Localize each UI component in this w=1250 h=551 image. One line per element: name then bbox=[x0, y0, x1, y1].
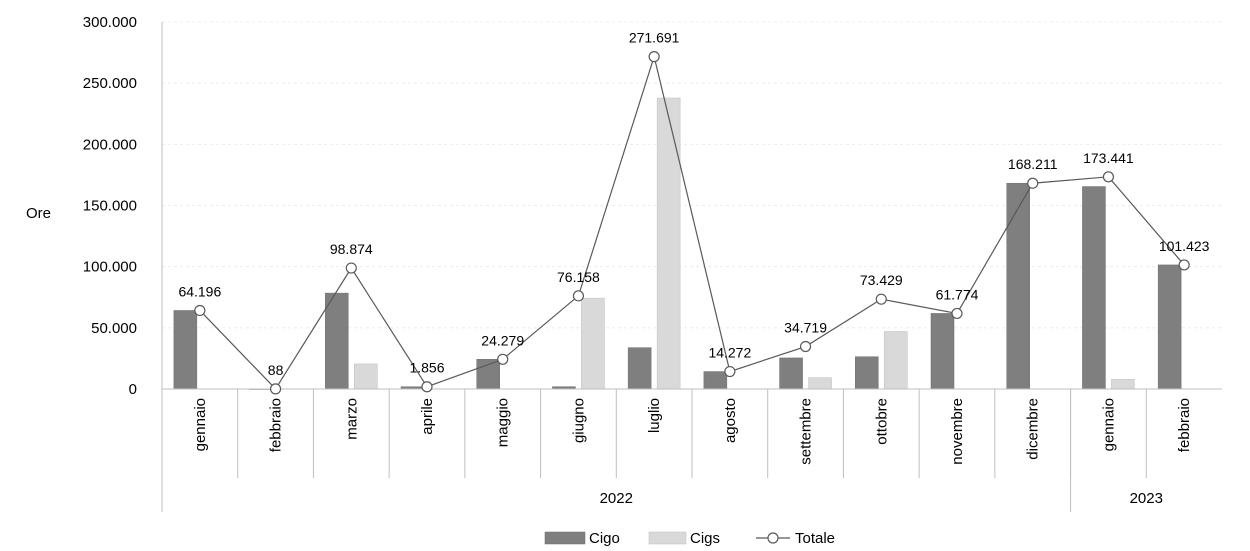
data-label: 24.279 bbox=[481, 332, 524, 348]
bar-cigo bbox=[1082, 186, 1106, 390]
totale-marker bbox=[1102, 171, 1115, 183]
x-category-label: aprile bbox=[419, 398, 436, 435]
data-label: 14.272 bbox=[708, 345, 751, 361]
bar-cigo bbox=[779, 357, 803, 390]
axis-layer: 0 50.000 100.000 150.000 200.000 250.000 300.0… bbox=[26, 14, 1222, 512]
bar-cigs bbox=[581, 297, 605, 390]
data-label: 101.423 bbox=[1159, 238, 1210, 254]
year-label: 2022 bbox=[600, 490, 633, 507]
totale-marker bbox=[345, 262, 357, 274]
data-label: 173.441 bbox=[1083, 150, 1134, 166]
y-axis-title: Ore bbox=[26, 205, 51, 222]
x-category-label: luglio bbox=[646, 398, 663, 433]
x-category-label: maggio bbox=[495, 398, 512, 447]
x-category-label: ottobre bbox=[873, 398, 890, 445]
x-category-label: agosto bbox=[722, 398, 739, 443]
totale-marker bbox=[572, 290, 585, 302]
totale-line bbox=[199, 54, 1185, 390]
bar-cigo bbox=[703, 371, 728, 390]
totale-marker bbox=[951, 307, 963, 320]
totale-marker bbox=[1027, 177, 1039, 189]
x-category-label: dicembre bbox=[1025, 398, 1042, 460]
y-tick-label: 100.000 bbox=[83, 259, 137, 276]
legend-label-cigs: Cigs bbox=[690, 530, 720, 547]
y-tick-label: 250.000 bbox=[83, 75, 137, 92]
bar-cigo bbox=[627, 347, 652, 390]
totale-marker bbox=[799, 340, 812, 353]
y-tick-label: 50.000 bbox=[91, 320, 137, 337]
year-label: 2023 bbox=[1130, 490, 1163, 507]
legend: Cigo Cigs Totale bbox=[544, 530, 835, 547]
bar-cigo bbox=[173, 310, 198, 390]
bar-cigo bbox=[930, 313, 955, 390]
data-label: 76.158 bbox=[557, 269, 600, 285]
totale-marker bbox=[194, 304, 206, 317]
x-category-label: gennaio bbox=[1100, 398, 1117, 451]
line-layer bbox=[194, 51, 1190, 395]
data-label: 73.429 bbox=[860, 272, 903, 288]
grid-layer bbox=[162, 21, 1222, 329]
bar-cigo bbox=[476, 359, 500, 390]
data-label: 98.874 bbox=[330, 241, 373, 257]
x-category-label: settembre bbox=[798, 398, 815, 465]
x-category-label: novembre bbox=[949, 398, 966, 465]
totale-marker bbox=[269, 383, 282, 395]
legend-group: Cigo Cigs Totale bbox=[544, 530, 835, 547]
data-label: 61.774 bbox=[936, 286, 979, 302]
totale-marker bbox=[1178, 259, 1190, 271]
y-tick-label: 200.000 bbox=[83, 136, 137, 153]
y-tick-label: 0 bbox=[129, 381, 137, 398]
y-tick-label: 300.000 bbox=[83, 14, 137, 31]
totale-marker bbox=[497, 353, 509, 365]
bar-cigs bbox=[354, 363, 378, 390]
x-category-label: gennaio bbox=[192, 398, 209, 451]
bar-cigs bbox=[1111, 379, 1135, 390]
data-label: 271.691 bbox=[629, 30, 680, 46]
bar-layer bbox=[173, 97, 1182, 390]
bar-cigo bbox=[325, 292, 349, 390]
legend-swatch-cigs bbox=[648, 531, 687, 545]
data-label: 1.856 bbox=[409, 360, 444, 376]
legend-swatch-cigo bbox=[544, 531, 586, 545]
totale-marker bbox=[875, 293, 887, 305]
label-layer: 64.196 88 98.874 1.856 24.279 76.158 271.691 14… bbox=[178, 30, 1209, 378]
bar-cigo bbox=[855, 356, 879, 390]
data-label: 34.719 bbox=[784, 320, 827, 336]
data-label: 168.211 bbox=[1008, 156, 1058, 172]
bar-cigs bbox=[656, 97, 681, 390]
y-tick-label: 150.000 bbox=[83, 198, 137, 215]
bar-cigs bbox=[884, 331, 908, 390]
data-label: 88 bbox=[268, 362, 284, 378]
legend-marker-totale bbox=[767, 532, 779, 544]
bar-cigo bbox=[1157, 264, 1182, 390]
x-category-label: febbraio bbox=[268, 398, 285, 452]
bar-cigo bbox=[1006, 182, 1030, 390]
bar-cigs bbox=[808, 377, 832, 390]
totale-marker bbox=[421, 381, 433, 393]
x-category-label: marzo bbox=[343, 398, 360, 440]
x-category-label: giugno bbox=[570, 398, 587, 443]
totale-marker bbox=[724, 365, 736, 378]
data-label: 64.196 bbox=[178, 283, 221, 299]
legend-label-cigo: Cigo bbox=[589, 530, 620, 547]
legend-label-totale: Totale bbox=[795, 530, 835, 547]
totale-marker bbox=[648, 51, 660, 63]
x-category-label: febbraio bbox=[1176, 398, 1193, 452]
